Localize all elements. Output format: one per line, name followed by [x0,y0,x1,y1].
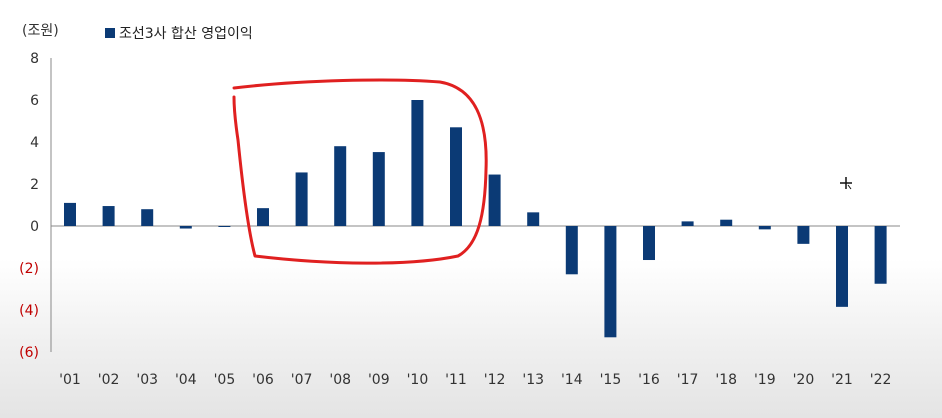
y-tick-label: 8 [30,51,39,67]
x-tick-label: '03 [136,372,158,388]
y-tick-label: 6 [30,93,39,109]
bar-10 [411,100,424,226]
x-tick-label: '06 [252,372,274,388]
bar-04 [179,226,192,229]
bar-16 [643,226,655,261]
cursor-crosshair-icon [840,177,852,190]
x-tick-label: '09 [368,372,390,388]
legend-label: 조선3사 합산 영업이익 [119,26,253,42]
bar-11 [450,127,462,226]
x-tick-label: '10 [407,372,429,388]
bar-22 [874,226,887,284]
y-tick-label: 0 [30,219,39,235]
y-tick-label: (4) [19,303,39,319]
x-tick-label: '04 [175,372,197,388]
x-tick-label: '22 [870,372,892,388]
x-axis-ticks: '01 '02 '03 '04 '05 '06 '07 '08 '09 '10 '11 '12 '13 '… [59,372,891,388]
hand-drawn-highlight-circle [232,78,488,265]
bar-15 [604,226,617,338]
bar-05 [218,226,231,227]
legend-swatch [105,28,115,38]
x-tick-label: '08 [329,372,351,388]
bar-09 [372,152,385,226]
x-tick-label: '11 [445,372,467,388]
x-tick-label: '21 [831,372,853,388]
x-tick-label: '02 [98,372,120,388]
x-tick-label: '16 [638,372,660,388]
x-tick-label: '05 [214,372,236,388]
bar-08 [334,146,347,226]
x-tick-label: '20 [793,372,815,388]
bar-03 [141,209,154,226]
x-tick-label: '01 [59,372,81,388]
y-axis-ticks: 8 6 4 2 0 (2) (4) (6) [19,51,39,361]
x-tick-label: '18 [715,372,737,388]
bar-13 [527,212,540,226]
bar-12 [488,174,501,226]
x-tick-label: '17 [677,372,699,388]
bar-20 [797,226,810,244]
bar-06 [257,208,269,226]
y-tick-label: 2 [30,177,39,193]
y-tick-label: (6) [19,345,39,361]
bars [64,100,887,338]
bar-18 [720,219,733,226]
bar-02 [102,206,115,226]
bar-21 [836,226,848,307]
x-tick-label: '14 [561,372,583,388]
x-tick-label: '13 [522,372,544,388]
y-tick-label: 4 [30,135,39,151]
bar-14 [565,226,578,275]
y-unit-label: (조원) [22,23,59,39]
bar-17 [681,221,694,226]
x-tick-label: '15 [600,372,622,388]
x-tick-label: '19 [754,372,776,388]
x-tick-label: '07 [291,372,313,388]
y-tick-label: (2) [19,261,39,277]
bar-07 [295,172,308,226]
bar-01 [64,202,76,226]
bar-19 [758,226,771,230]
x-tick-label: '12 [484,372,506,388]
